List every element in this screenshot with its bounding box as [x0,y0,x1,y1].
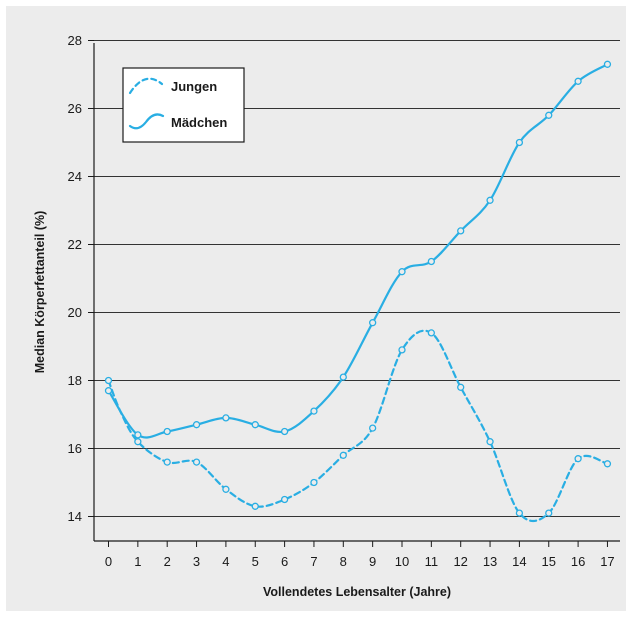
point-maedchen-1 [134,431,142,439]
legend-label-jungen: Jungen [171,79,217,94]
point-jungen-5 [251,502,259,510]
x-tick-label-8: 8 [340,554,347,569]
point-jungen-8 [339,451,347,459]
legend-swatch-jungen [128,77,164,95]
x-tick-label-10: 10 [395,554,409,569]
point-jungen-15 [545,509,553,517]
x-tick-label-11: 11 [425,554,439,569]
point-maedchen-9 [368,319,377,327]
x-tick-label-12: 12 [453,554,467,569]
y-tick-label-14: 14 [68,509,82,524]
point-jungen-17 [603,460,612,468]
point-jungen-0 [104,376,113,385]
y-tick-label-18: 18 [68,373,82,388]
point-jungen-11 [427,329,436,337]
point-jungen-3 [192,458,201,466]
point-maedchen-8 [339,373,347,381]
legend-swatch-maedchen [128,113,165,130]
x-tick-label-15: 15 [542,554,556,569]
x-tick-label-17: 17 [600,554,614,569]
legend: Jungen Mädchen [122,67,245,143]
point-jungen-7 [310,478,318,487]
point-jungen-12 [457,383,465,391]
point-maedchen-0 [104,387,113,395]
x-tick-label-6: 6 [281,554,288,569]
x-tick-label-7: 7 [310,554,317,569]
point-jungen-9 [368,424,377,432]
point-maedchen-2 [163,427,171,436]
y-axis-title: Median Körperfettanteil (%) [33,211,47,374]
x-tick-label-4: 4 [222,554,229,569]
point-jungen-16 [574,455,582,463]
point-maedchen-14 [515,138,524,147]
x-tick-label-9: 9 [369,554,376,569]
x-tick-label-16: 16 [571,554,585,569]
y-tick-label-16: 16 [68,441,82,456]
series-line-jungen [107,329,609,523]
x-tick-label-5: 5 [252,554,259,569]
y-tick-label-26: 26 [68,101,82,116]
point-maedchen-6 [280,427,289,436]
point-maedchen-13 [486,196,494,204]
point-maedchen-10 [398,268,406,276]
point-maedchen-3 [192,421,201,429]
x-axis-title: Vollendetes Lebensalter (Jahre) [263,585,451,599]
y-tick-label-28: 28 [68,33,82,48]
point-maedchen-16 [574,77,582,85]
point-jungen-10 [398,346,406,354]
x-tick-label-2: 2 [164,554,171,569]
y-tick-label-20: 20 [68,305,82,320]
legend-label-maedchen: Mädchen [171,115,227,130]
point-maedchen-5 [251,421,259,429]
y-tick-label-22: 22 [68,237,82,252]
x-tick-label-1: 1 [134,554,141,569]
x-tick-label-14: 14 [512,554,526,569]
point-jungen-6 [280,495,289,504]
point-jungen-1 [134,438,142,446]
point-jungen-13 [486,438,494,446]
chart-frame [6,6,626,611]
point-maedchen-7 [310,407,318,415]
x-tick-label-3: 3 [193,554,200,569]
point-maedchen-4 [222,414,230,422]
point-maedchen-12 [457,227,465,235]
point-jungen-14 [515,509,524,517]
x-tick-label-0: 0 [105,554,112,569]
point-maedchen-11 [427,257,436,266]
y-tick-label-24: 24 [68,169,82,184]
point-jungen-4 [222,485,230,493]
point-jungen-2 [163,458,171,466]
x-tick-label-13: 13 [483,554,497,569]
point-maedchen-15 [545,111,553,119]
point-maedchen-17 [603,60,612,68]
